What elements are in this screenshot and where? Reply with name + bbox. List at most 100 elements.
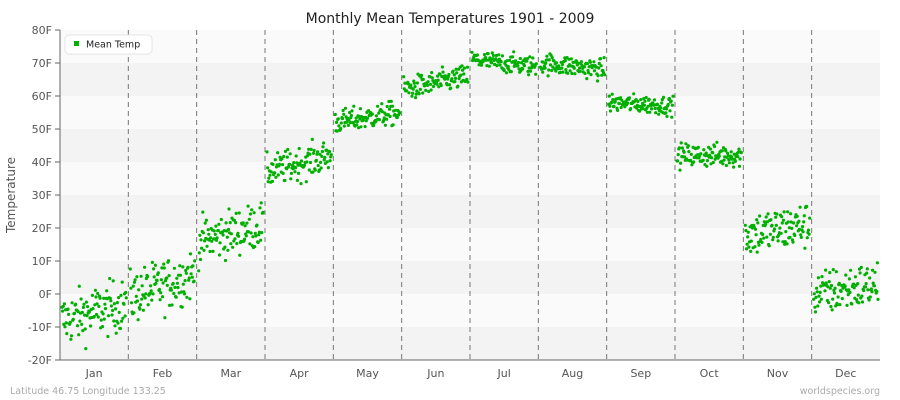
data-point [798,205,802,209]
data-point [856,293,860,297]
data-point [731,161,735,165]
data-point [671,94,675,98]
data-point [511,60,515,64]
data-point [160,295,165,299]
data-point [267,176,271,180]
data-point [812,297,816,301]
data-point [450,77,454,81]
data-point [871,268,875,272]
data-point [744,228,748,233]
data-point [421,77,425,81]
data-point [117,310,121,314]
data-point [77,284,81,288]
data-point [721,162,725,166]
data-point [153,263,157,267]
data-point [507,58,512,62]
data-point [666,102,670,107]
data-point [512,50,516,54]
data-point [754,233,758,237]
data-point [435,82,439,86]
data-point [455,71,459,75]
data-point [853,275,858,279]
data-point [617,102,622,106]
data-point [62,302,66,306]
data-point [402,75,406,79]
data-point [599,64,603,68]
data-point [650,107,654,111]
data-point [579,60,584,64]
data-point [640,104,644,108]
data-point [717,154,721,158]
data-point [111,279,115,283]
data-point [237,234,241,238]
data-point [129,286,133,290]
data-point [619,96,623,100]
data-point [308,160,313,165]
data-point [732,165,736,169]
data-point [184,268,188,273]
data-point [101,312,105,316]
data-point [206,228,210,232]
data-point [82,302,86,306]
data-point [250,208,254,212]
data-point [441,70,445,74]
data-point [465,65,469,69]
data-point [653,106,657,111]
data-point [516,64,520,68]
data-point [749,249,753,253]
data-point [148,291,152,295]
data-point [133,278,137,282]
data-point [585,77,589,81]
data-point [337,124,341,128]
data-point [647,97,651,101]
data-point [377,111,381,115]
data-point [235,242,239,246]
data-point [547,58,551,62]
data-point [803,246,807,250]
data-point [608,109,613,113]
data-point [140,297,144,301]
data-point [496,60,500,64]
data-point [132,280,137,284]
data-point [319,166,323,170]
data-point [452,73,456,77]
data-point [457,77,461,81]
data-point [720,159,724,163]
data-point [257,233,261,237]
data-point [146,274,150,279]
data-point [97,304,101,308]
data-point [383,123,387,127]
data-point [460,64,464,68]
footer-source: worldspecies.org [800,386,880,397]
data-point [705,159,710,163]
data-point [223,258,228,263]
data-point [657,112,661,116]
data-point [84,347,88,351]
data-point [200,246,204,250]
data-point [554,61,559,65]
data-point [607,94,611,98]
data-point [137,288,141,292]
data-point [541,60,545,64]
data-point [431,84,436,89]
data-point [315,152,319,156]
x-tick-label: Apr [290,367,310,380]
data-point [490,51,494,55]
data-point [229,242,233,246]
data-point [829,304,833,309]
data-point [747,245,751,249]
data-point [812,292,816,296]
y-tick-label: -10F [28,321,52,334]
data-point [234,211,238,215]
data-point [211,249,215,253]
data-point [245,221,249,225]
data-point [108,296,112,300]
x-tick-label: Aug [562,367,583,380]
data-point [736,155,740,159]
data-point [816,304,820,308]
data-point [210,239,214,243]
data-point [96,315,100,319]
data-point [526,69,530,73]
y-tick-label: -20F [28,354,52,367]
